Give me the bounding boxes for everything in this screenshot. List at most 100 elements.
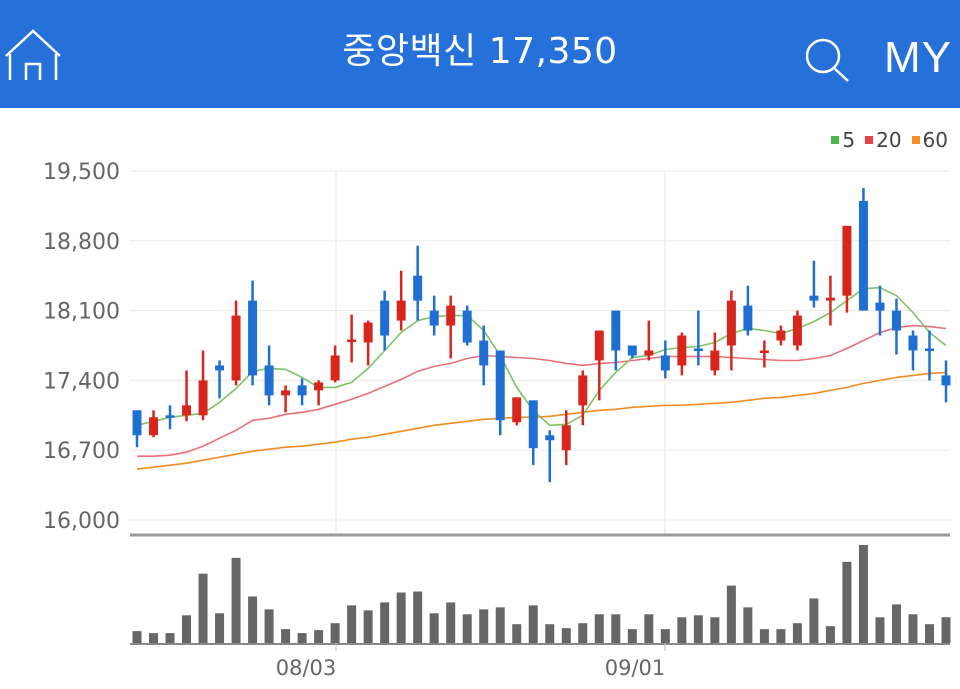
candle — [710, 332, 720, 376]
candle — [314, 380, 324, 406]
candle — [842, 225, 852, 313]
volume-bar — [297, 633, 307, 643]
candle — [627, 345, 637, 359]
volume-bar — [809, 598, 819, 643]
candle — [248, 280, 258, 386]
volume-bar — [363, 610, 373, 643]
candle — [594, 330, 604, 401]
volume-bar — [347, 605, 357, 643]
y-axis: 19,500 18,800 18,100 17,400 16,700 16,000 — [43, 160, 120, 534]
volume-bar — [231, 557, 241, 643]
volume-bar — [198, 573, 208, 643]
volume-bar — [512, 624, 522, 643]
x-tick-label: 09/01 — [605, 656, 666, 680]
search-button[interactable] — [803, 36, 853, 86]
candle — [512, 397, 522, 426]
volume-bar — [858, 545, 868, 643]
volume-bar — [396, 592, 406, 643]
volume-bar — [710, 617, 720, 643]
volume-bars — [130, 545, 951, 645]
candle — [776, 325, 786, 346]
legend-ma60[interactable]: 60 — [911, 128, 948, 152]
volume-bar — [908, 614, 918, 643]
candle — [858, 187, 868, 311]
volume-bar — [132, 631, 142, 643]
legend-label: 20 — [876, 128, 902, 152]
candle — [132, 410, 142, 448]
candle — [759, 340, 769, 368]
volume-bar — [165, 633, 175, 643]
candle — [941, 360, 951, 403]
candle — [281, 385, 291, 413]
top-bar: 중앙백신 17,350 MY — [0, 0, 960, 108]
legend-ma5[interactable]: 5 — [831, 128, 855, 152]
candle — [231, 300, 241, 386]
candle — [380, 290, 390, 351]
candle — [495, 350, 505, 436]
volume-bar — [842, 561, 852, 643]
search-icon — [805, 38, 849, 82]
volume-bar — [149, 633, 159, 643]
legend-ma20[interactable]: 20 — [865, 128, 902, 152]
candle — [561, 410, 571, 466]
candle — [165, 405, 175, 430]
x-tick-label: 08/03 — [276, 656, 337, 680]
candle — [792, 310, 802, 351]
volume-bar — [330, 623, 340, 643]
candle — [743, 285, 753, 336]
my-button[interactable]: MY — [884, 33, 952, 82]
page-title: 중앙백신 17,350 — [342, 31, 618, 72]
y-tick-label: 19,500 — [43, 160, 120, 185]
volume-bar — [380, 602, 390, 643]
candle — [429, 295, 439, 336]
volume-bar — [743, 607, 753, 643]
candle — [479, 325, 489, 386]
candle — [578, 370, 588, 426]
volume-bar — [611, 614, 621, 643]
candle — [891, 298, 901, 355]
volume-bar — [462, 614, 472, 643]
volume-bar — [264, 609, 274, 643]
volume-bar — [726, 585, 736, 643]
candle — [875, 285, 885, 336]
volume-bar — [660, 629, 670, 643]
candle — [528, 400, 538, 466]
candle — [215, 360, 225, 399]
candle — [182, 370, 192, 422]
volume-bar — [644, 614, 654, 643]
candle — [693, 310, 703, 366]
volume-bar — [182, 615, 192, 643]
candle — [677, 332, 687, 376]
candle — [809, 260, 819, 308]
candle — [660, 340, 670, 379]
candle — [264, 345, 274, 406]
volume-bar — [495, 607, 505, 643]
volume-bar — [215, 613, 225, 643]
y-tick-label: 18,800 — [43, 230, 120, 255]
candle — [149, 410, 159, 438]
candle — [347, 314, 357, 363]
home-button[interactable] — [2, 28, 62, 84]
volume-bar — [594, 614, 604, 643]
volume-bar — [924, 624, 934, 643]
candle — [363, 320, 373, 366]
volume-bar — [561, 628, 571, 643]
volume-bar — [545, 624, 555, 643]
volume-bar — [429, 613, 439, 643]
candle — [198, 350, 208, 421]
legend-label: 60 — [922, 128, 948, 152]
volume-bar — [627, 629, 637, 643]
candle — [644, 320, 654, 361]
ma5-line — [136, 286, 947, 427]
volume-bar — [875, 617, 885, 643]
moving-averages — [136, 286, 947, 470]
ma60-line — [136, 371, 947, 470]
volume-bar — [776, 629, 786, 643]
volume-bar — [891, 604, 901, 643]
volume-bar — [281, 629, 291, 643]
legend-label: 5 — [842, 128, 856, 152]
home-icon — [5, 29, 61, 80]
volume-bar — [941, 617, 951, 643]
chart-grid — [130, 170, 950, 537]
volume-bar — [792, 623, 802, 643]
